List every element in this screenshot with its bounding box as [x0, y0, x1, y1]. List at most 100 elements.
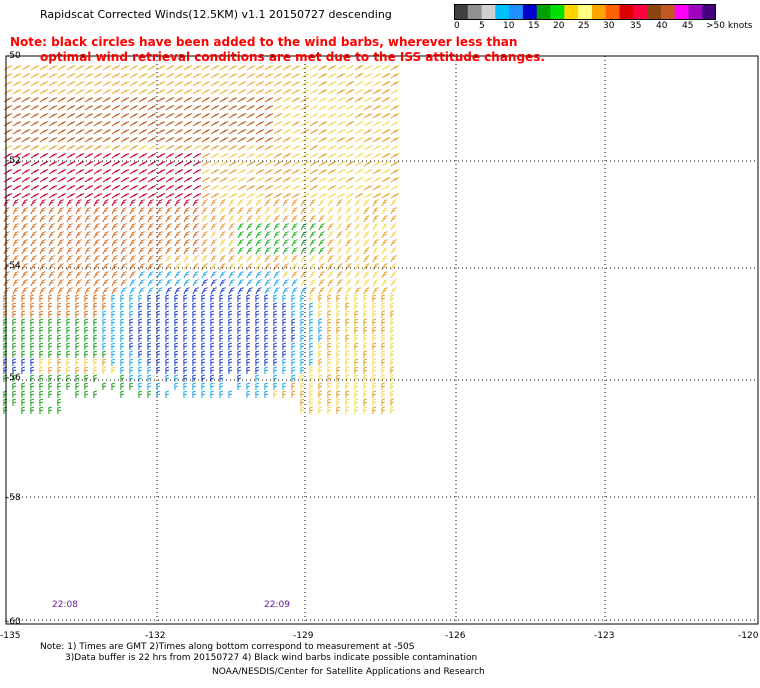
wind-barb [12, 145, 22, 151]
wind-barb [264, 199, 271, 207]
wind-barb [228, 177, 238, 183]
wind-barb [291, 223, 298, 231]
wind-barb [75, 137, 85, 143]
wind-barb [264, 129, 274, 135]
wind-barb [264, 97, 274, 103]
wind-barb [3, 287, 10, 295]
wind-barb [309, 310, 314, 319]
wind-barb [291, 169, 301, 175]
wind-barb [93, 294, 98, 303]
wind-barb [66, 231, 73, 239]
colorbar-swatches [454, 4, 717, 20]
wind-barb [354, 350, 359, 359]
wind-barb [138, 302, 143, 311]
wind-barb [390, 358, 395, 367]
colorbar-label-0: 0 [454, 21, 460, 31]
wind-barb [156, 271, 163, 279]
wind-barb [273, 185, 283, 191]
wind-barb [48, 342, 53, 351]
wind-barb [354, 366, 359, 375]
wind-barb [93, 207, 100, 215]
wind-barb [66, 302, 71, 311]
wind-barb [48, 73, 58, 79]
wind-barb [192, 215, 199, 223]
wind-barb [327, 97, 337, 103]
wind-barb [21, 223, 28, 231]
wind-barb [138, 279, 145, 287]
wind-barb [354, 239, 361, 247]
wind-barb [309, 247, 316, 255]
wind-barb [201, 390, 206, 399]
wind-barb [120, 199, 127, 207]
wind-barb [93, 247, 100, 255]
wind-barb [3, 279, 10, 287]
wind-barb [48, 334, 53, 343]
lat-label-50: -50 [6, 51, 21, 61]
wind-barb [174, 374, 179, 383]
wind-barb [390, 342, 395, 351]
wind-barb [336, 279, 343, 287]
wind-barb [147, 255, 154, 263]
wind-barb [345, 255, 352, 263]
wind-barb [246, 73, 256, 79]
wind-barb [336, 199, 343, 207]
wind-barb [165, 271, 172, 279]
wind-barb [309, 105, 319, 111]
wind-barb [165, 223, 172, 231]
wind-barb [129, 382, 134, 391]
wind-barb [336, 318, 341, 327]
wind-barb [165, 199, 172, 207]
wind-barb [102, 207, 109, 215]
wind-barb [75, 287, 82, 295]
wind-barb [84, 358, 89, 367]
colorbar-swatch [591, 4, 607, 20]
wind-barb [147, 97, 157, 103]
wind-barb [273, 65, 283, 71]
wind-barb [75, 73, 85, 79]
wind-barb [12, 271, 19, 279]
wind-barb [273, 89, 283, 95]
wind-barb [129, 185, 139, 191]
wind-barb [183, 287, 190, 295]
wind-barb [327, 326, 332, 335]
wind-barb [48, 199, 55, 207]
wind-barb [39, 350, 44, 359]
wind-barb [354, 255, 361, 263]
wind-barb [237, 121, 247, 127]
wind-barb [174, 342, 179, 351]
wind-barb [12, 137, 22, 143]
wind-barb [390, 145, 400, 151]
wind-barb [174, 223, 181, 231]
wind-barb [264, 350, 269, 359]
wind-barb [165, 350, 170, 359]
note-line-1: Note: black circles have been added to t… [10, 35, 518, 49]
wind-barb [75, 129, 85, 135]
wind-barb [363, 247, 370, 255]
wind-barb [282, 207, 289, 215]
wind-barb [57, 342, 62, 351]
wind-barb [201, 89, 211, 95]
wind-barb [192, 199, 199, 207]
wind-barb [291, 105, 301, 111]
wind-barb [75, 350, 80, 359]
wind-barb [309, 223, 316, 231]
wind-barb [354, 406, 359, 415]
wind-barb [327, 129, 337, 135]
wind-barb [291, 310, 296, 319]
wind-barb [264, 215, 271, 223]
wind-barb [66, 334, 71, 343]
wind-barb [12, 169, 22, 175]
wind-barb [102, 326, 107, 335]
wind-barb [183, 294, 188, 303]
wind-barb [21, 177, 31, 183]
wind-barb [381, 374, 386, 383]
wind-barb [84, 105, 94, 111]
wind-barb [327, 161, 337, 167]
wind-barb [93, 374, 98, 383]
wind-barb [309, 193, 319, 199]
wind-barb [354, 263, 361, 271]
wind-barb [309, 318, 314, 327]
wind-barb [228, 287, 235, 295]
wind-barb [372, 73, 382, 79]
wind-barb [363, 406, 368, 415]
